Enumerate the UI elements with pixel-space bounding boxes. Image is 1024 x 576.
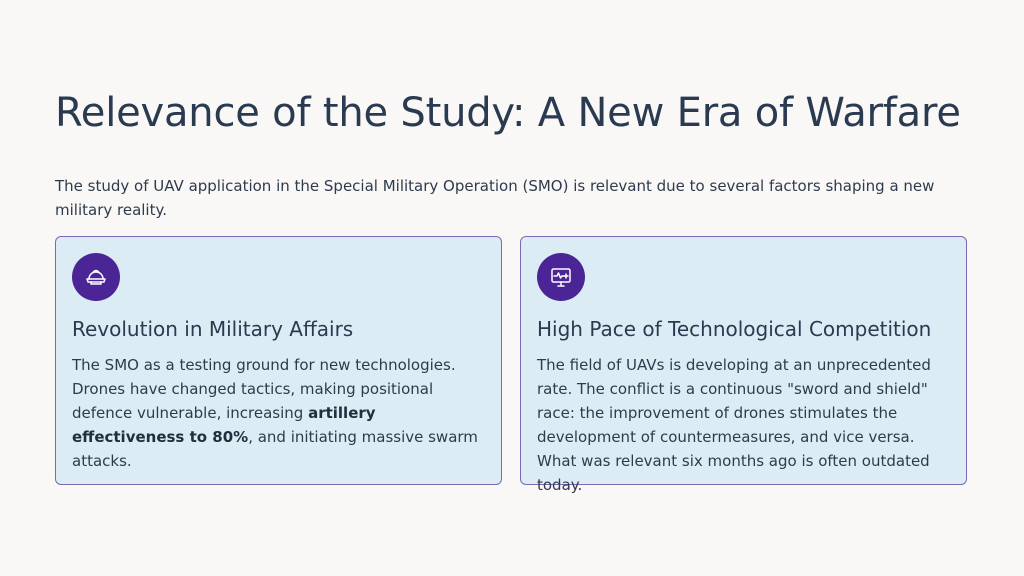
card-body-text-end: , and initiating massive swarm attacks. — [72, 428, 478, 470]
helmet-icon — [72, 253, 120, 301]
card-body: The field of UAVs is developing at an un… — [537, 356, 931, 494]
intro-paragraph: The study of UAV application in the Spec… — [55, 177, 935, 219]
card-body-highlight: artillery effectiveness to 80% — [72, 404, 376, 446]
card-tech-competition: High Pace of Technological Competition T… — [520, 236, 967, 494]
card-body: The SMO as a testing ground for new tech… — [72, 353, 492, 473]
card-revolution: Revolution in Military Affairs The SMO a… — [55, 236, 502, 485]
monitor-pulse-icon — [537, 253, 585, 301]
card-body-text: The SMO as a testing ground for new tech… — [72, 356, 456, 422]
card-title: Revolution in Military Affairs — [72, 317, 354, 341]
card-title: High Pace of Technological Competition — [537, 317, 932, 341]
page-title: Relevance of the Study: A New Era of War… — [55, 90, 961, 136]
